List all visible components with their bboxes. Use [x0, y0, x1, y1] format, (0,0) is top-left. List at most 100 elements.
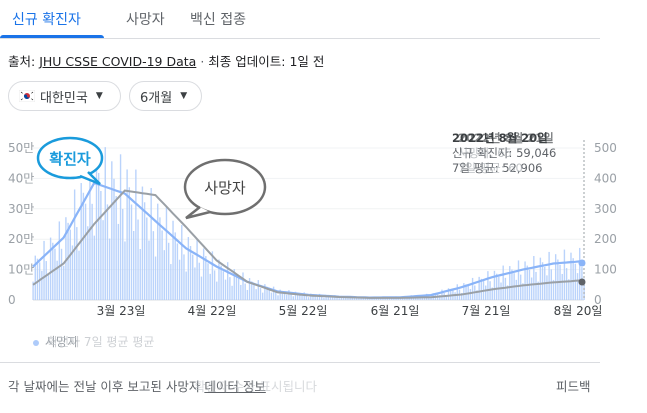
cases-bar [323, 297, 325, 300]
chart-tooltip: 2022년 8월 21일 사망자: 65 7일 평균: 60 2022년 8월 … [452, 131, 556, 176]
cases-bar [498, 276, 500, 300]
cases-bar [419, 295, 421, 300]
cases-bar [541, 262, 544, 300]
cases-bar [360, 297, 362, 300]
cases-bar [356, 296, 358, 300]
cases-bar [235, 273, 238, 300]
cases-bar [395, 296, 397, 300]
cases-bar [52, 242, 54, 300]
cases-bar [550, 269, 553, 300]
cases-bar [266, 286, 268, 300]
cases-bar [41, 270, 43, 300]
cases-bar [275, 292, 277, 300]
cases-bar [290, 293, 292, 300]
cases-bar [535, 271, 537, 300]
cases-bar [345, 297, 347, 300]
cases-bar [277, 295, 279, 300]
cases-bar [456, 284, 458, 300]
cases-bar [460, 292, 463, 300]
cases-bar [163, 250, 165, 300]
cases-bar [270, 292, 273, 300]
cases-bar [570, 252, 572, 300]
cases-bar [310, 293, 312, 300]
tab-new-cases[interactable]: 신규 확진자 [12, 12, 81, 28]
period-select[interactable]: 6개월 ▼ [129, 81, 202, 111]
cases-bar [43, 240, 45, 300]
cases-bar [568, 279, 570, 300]
source-link[interactable]: JHU CSSE COVID-19 Data [39, 54, 197, 69]
cases-bar [32, 281, 34, 300]
cases-bar [421, 295, 423, 300]
cases-bar [76, 227, 78, 300]
last-updated: 최종 업데이트: 1일 전 [208, 54, 325, 69]
cases-bar [336, 297, 338, 300]
cases-bar [132, 230, 135, 300]
korea-flag-icon [19, 90, 35, 102]
cases-bar [150, 188, 152, 300]
cases-bar [480, 278, 483, 300]
cases-bar [469, 289, 472, 300]
cases-bar [49, 237, 52, 300]
x-tick-label: 3월 23일 [97, 304, 146, 318]
tab-deaths[interactable]: 사망자 [126, 12, 165, 28]
cases-bar [54, 248, 56, 300]
cases-bar [544, 266, 546, 300]
cases-bar [152, 231, 155, 300]
cases-bar [181, 224, 183, 300]
tooltip-line1: 신규 확진자: 59,046 [452, 146, 557, 160]
cases-bar [325, 294, 327, 300]
x-tick-label: 4월 22일 [188, 304, 237, 318]
cases-bubble-label: 확진자 [49, 150, 91, 168]
cases-bar [213, 270, 216, 300]
y-right-tick-label: 400 [594, 171, 617, 185]
active-tab-indicator [0, 35, 104, 38]
cases-bar [93, 235, 96, 300]
cases-bar [410, 295, 413, 300]
cases-bar [286, 294, 288, 300]
cases-bar [38, 262, 41, 300]
country-label: 대한민국 [40, 90, 88, 106]
data-info-link[interactable]: 데이터 정보 [204, 379, 266, 394]
cases-bar [196, 239, 198, 300]
cases-bar [100, 190, 102, 300]
cases-bar [165, 206, 168, 300]
cases-bar [248, 278, 251, 300]
tooltip-line2: 7일 평균: 52,906 [452, 161, 543, 175]
cases-bar [329, 296, 332, 300]
chevron-down-icon: ▼ [95, 91, 103, 101]
cases-bar [312, 294, 314, 300]
cases-bar [194, 267, 196, 300]
cases-bar [78, 250, 80, 300]
source-line: 출처: JHU CSSE COVID-19 Data · 최종 업데이트: 1일… [8, 51, 324, 70]
cases-bar [552, 279, 555, 300]
cases-bar [58, 221, 61, 300]
cases-bar [506, 285, 509, 300]
tooltip-ghost-line2: 7일 평균: 60 [458, 161, 523, 175]
cases-bar [178, 259, 181, 300]
divider [0, 362, 600, 363]
tab-vaccination[interactable]: 백신 접종 [190, 12, 246, 28]
cases-bar [237, 278, 240, 300]
y-left-tick-label: 20만 [8, 232, 34, 246]
cases-bar [513, 273, 515, 300]
country-select[interactable]: 대한민국 ▼ [8, 81, 121, 111]
cases-bar [167, 242, 170, 300]
period-label: 6개월 [140, 90, 173, 106]
cases-bar [458, 289, 461, 300]
cases-bar [242, 272, 244, 300]
cases-bar [246, 289, 249, 300]
cases-bar [211, 251, 214, 300]
cases-bar [509, 266, 511, 300]
cases-bar [183, 254, 185, 300]
cases-bar [487, 271, 489, 300]
cases-bar [292, 296, 294, 300]
cases-bar [65, 217, 67, 300]
cases-bar [559, 264, 561, 300]
cases-bar [272, 286, 275, 300]
cases-bar [539, 257, 542, 300]
cases-bar [257, 280, 260, 300]
cases-bar [141, 186, 144, 300]
y-left-tick-label: 10만 [8, 263, 34, 277]
cases-bar [511, 269, 513, 300]
feedback-link[interactable]: 피드백 [556, 379, 591, 394]
